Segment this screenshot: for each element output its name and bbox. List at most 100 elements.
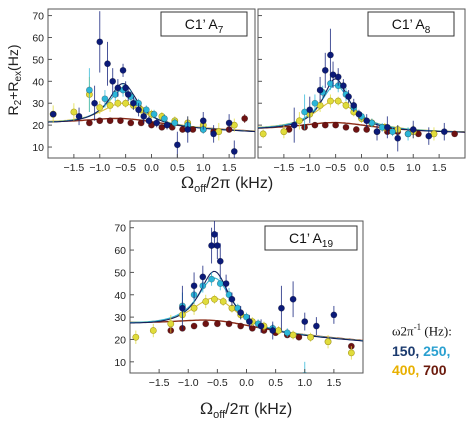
data-point-400 (114, 99, 122, 107)
data-point-250 (142, 106, 150, 114)
data-point-250 (111, 91, 119, 98)
data-point-150 (129, 99, 137, 107)
panel-label: C1’ A8 (392, 16, 431, 36)
data-point-150 (394, 134, 402, 142)
data-point-400 (70, 108, 78, 116)
y-tick-label: 60 (32, 32, 44, 44)
panel-label-box (264, 225, 358, 251)
data-point-150 (363, 117, 371, 125)
data-point-400 (275, 327, 282, 334)
data-point-150 (124, 91, 132, 98)
plot-area (258, 28, 465, 152)
data-point-700 (137, 119, 145, 127)
data-point-150 (96, 38, 104, 46)
panel-label-main: C1’ A (392, 16, 426, 32)
y-tick-label: 50 (114, 267, 126, 279)
data-point-150 (246, 318, 253, 325)
data-point-700 (241, 115, 249, 122)
legend-sep: , (415, 343, 424, 360)
chart-panel-1: −1.5 −1.0 −0.5 0.0 0.5 1.0 1.5 10 20 30 40 50 60 70 C1… (32, 8, 256, 174)
data-point-700 (311, 121, 319, 129)
data-point-400 (228, 304, 236, 312)
data-point-400 (167, 320, 175, 328)
x-tick-label: 0.0 (144, 162, 159, 174)
data-point-250 (389, 128, 396, 136)
y-tick-label: 20 (32, 120, 44, 132)
data-point-150 (269, 327, 277, 334)
data-point-150 (383, 123, 391, 131)
y-tick-label: 70 (114, 223, 126, 235)
data-point-150 (208, 242, 215, 249)
data-point-150 (339, 82, 347, 90)
data-point-400 (295, 117, 303, 125)
data-point-700 (321, 121, 329, 129)
x-tick-label: −1.0 (89, 162, 110, 174)
data-point-150 (373, 128, 381, 136)
data-point-700 (213, 320, 221, 328)
data-point-400 (327, 97, 334, 105)
y-tick-label: 20 (114, 334, 126, 346)
data-point-700 (190, 322, 198, 330)
data-point-150 (425, 132, 433, 140)
data-point-150 (345, 93, 352, 101)
legend-entry-400: 400 (392, 362, 416, 379)
panel-label-box (367, 11, 455, 37)
legend-title: ω2π-1 (Hz): (392, 322, 452, 339)
data-point-150 (257, 322, 265, 330)
legend-sep: , (446, 343, 451, 360)
data-point-400 (149, 327, 157, 334)
data-point-150 (350, 102, 358, 109)
x-tick-label: 1.0 (196, 162, 211, 174)
chart-panel-3: −1.5 −1.0 −0.5 0.0 0.5 1.0 1.5 10 20 30 40 50 60 70 C1… (114, 220, 364, 389)
data-point-150 (122, 84, 130, 92)
data-point-150 (289, 295, 297, 303)
data-point-150 (163, 121, 171, 129)
data-point-400 (280, 128, 288, 136)
data-point-150 (109, 77, 117, 85)
data-point-250 (171, 119, 179, 127)
data-point-150 (179, 304, 186, 312)
data-point-400 (190, 304, 198, 312)
data-point-700 (332, 121, 340, 129)
data-point-400 (307, 333, 314, 341)
x-tick-label: 0.5 (170, 162, 185, 174)
x-tick-label: −1.0 (299, 162, 320, 174)
data-point-400 (202, 298, 210, 305)
data-point-150 (211, 231, 218, 238)
x-axis-label-bottom: Ωoff/2π (kHz) (200, 399, 292, 421)
data-point-700 (295, 333, 303, 341)
data-point-250 (101, 95, 109, 103)
data-point-150 (145, 117, 153, 125)
y-tick-label: 40 (32, 76, 44, 88)
x-tick-label: 1.0 (406, 162, 421, 174)
data-point-700 (451, 130, 459, 138)
x-tick-label: 0.5 (380, 162, 395, 174)
data-point-150 (210, 130, 217, 138)
data-point-150 (290, 121, 298, 129)
data-point-150 (321, 66, 329, 74)
data-point-250 (208, 275, 215, 283)
data-point-250 (86, 86, 93, 94)
data-point-150 (173, 141, 181, 149)
data-point-700 (106, 117, 114, 125)
panel-label-sub: 19 (322, 239, 334, 250)
data-point-150 (316, 86, 324, 94)
data-point-250 (283, 329, 291, 337)
plot-area (48, 11, 255, 158)
panel-label-main: C1’ A (185, 16, 219, 32)
data-point-400 (342, 102, 350, 109)
legend-entry-250: 250 (423, 343, 447, 360)
panel-label: C1’ A19 (289, 230, 334, 250)
data-point-150 (330, 311, 338, 319)
legend-row-1: 150, 250, (392, 342, 467, 361)
data-point-400 (96, 104, 104, 112)
data-point-150 (228, 295, 236, 303)
data-point-150 (213, 242, 221, 249)
data-point-250 (404, 130, 412, 138)
legend: ω2π-1 (Hz): 150, 250, 400, 700 (392, 322, 467, 380)
data-point-400 (219, 298, 227, 305)
data-point-400 (106, 102, 114, 109)
y-tick-label: 10 (114, 357, 126, 369)
data-point-150 (409, 126, 417, 133)
